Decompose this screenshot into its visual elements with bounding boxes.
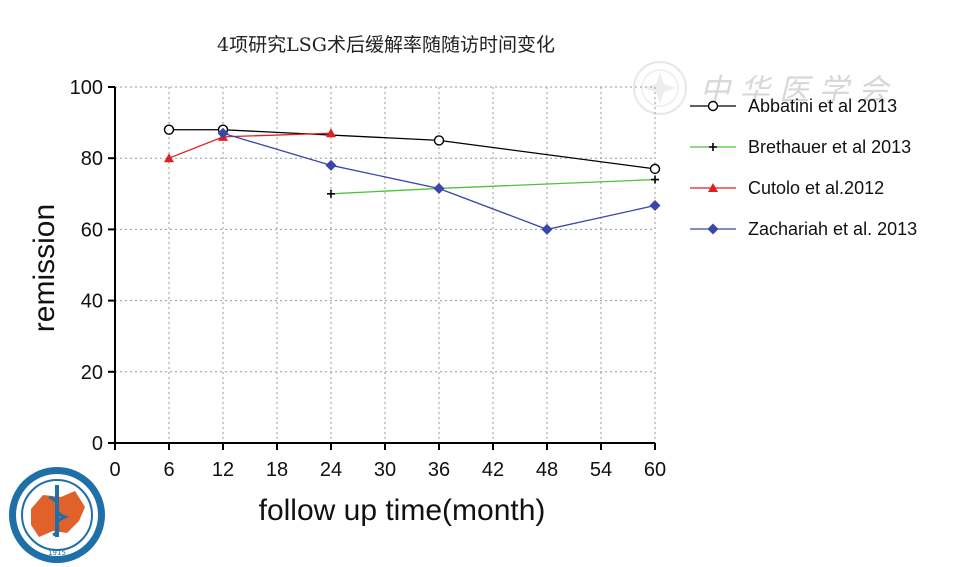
series-3-point-3	[541, 223, 553, 235]
series-2-point-0	[164, 153, 174, 163]
series-2-point-2	[326, 128, 336, 138]
x-tick-label-0: 0	[109, 459, 120, 481]
legend-label-2: Cutolo et al.2012	[748, 178, 884, 198]
series-3-point-2	[433, 182, 445, 194]
legend-label-1: Brethauer et al 2013	[748, 137, 911, 157]
y-tick-label-2: 40	[81, 291, 103, 313]
chart-legend: Abbatini et al 2013 Brethauer et al 2013 C…	[690, 96, 917, 239]
watermark-seal-icon	[633, 61, 687, 115]
y-axis-ticks: 0 20 40 60 80 100	[70, 77, 115, 455]
series-3-point-0	[217, 127, 229, 139]
chart-axes	[114, 87, 655, 444]
series-line-1	[330, 178, 656, 195]
y-tick-label-3: 60	[81, 219, 103, 241]
x-tick-label-2: 12	[212, 459, 234, 481]
legend-item-1: Brethauer et al 2013	[690, 137, 911, 157]
legend-marker-0	[707, 100, 719, 112]
legend-marker-2	[708, 183, 718, 192]
series-0-point-0	[163, 124, 175, 135]
legend-item-2: Cutolo et al.2012	[690, 178, 884, 198]
x-tick-label-8: 48	[536, 459, 558, 481]
x-tick-label-1: 6	[163, 459, 174, 481]
y-tick-label-5: 100	[70, 77, 103, 99]
x-tick-label-7: 42	[482, 459, 504, 481]
series-line-2	[168, 132, 332, 159]
chart-grid	[115, 86, 656, 443]
serpent-icon	[48, 495, 70, 537]
x-tick-label-10: 60	[644, 459, 666, 481]
x-tick-label-5: 30	[374, 459, 396, 481]
chinese-medical-association-logo: 1915	[9, 467, 105, 563]
x-axis-title: follow up time(month)	[259, 494, 546, 527]
y-tick-label-1: 20	[81, 362, 103, 384]
legend-item-3: Zachariah et al. 2013	[690, 219, 917, 239]
x-tick-label-9: 54	[590, 459, 612, 481]
series-3-point-1	[325, 159, 337, 171]
logo-year: 1915	[48, 549, 66, 557]
series-1-point-2	[651, 175, 659, 184]
y-axis-title: remission	[28, 204, 61, 332]
legend-label-0: Abbatini et al 2013	[748, 96, 897, 116]
series-0-point-3	[649, 163, 661, 175]
series-2	[164, 128, 336, 163]
x-tick-label-4: 24	[320, 459, 342, 481]
chart-series	[163, 124, 661, 235]
series-0	[163, 124, 661, 175]
series-0-point-2	[433, 135, 445, 146]
x-tick-label-6: 36	[428, 459, 450, 481]
series-3	[217, 127, 661, 235]
series-3-point-4	[649, 200, 661, 212]
watermark-text: 中 华 医 学 会	[700, 73, 891, 108]
legend-label-3: Zachariah et al. 2013	[748, 219, 917, 239]
legend-item-0: Abbatini et al 2013	[690, 96, 897, 116]
chart-title: 4项研究LSG术后缓解率随随访时间变化	[217, 34, 555, 56]
watermark: 中 华 医 学 会	[633, 61, 891, 115]
y-tick-label-4: 80	[81, 148, 103, 170]
legend-marker-1	[709, 143, 717, 151]
legend-marker-3	[707, 223, 719, 235]
y-tick-label-0: 0	[92, 433, 103, 455]
x-axis-ticks: 0 6 12 18 24 30 36 42 48 54 60	[109, 443, 666, 481]
x-tick-label-3: 18	[266, 459, 288, 481]
series-1-point-0	[327, 189, 335, 198]
